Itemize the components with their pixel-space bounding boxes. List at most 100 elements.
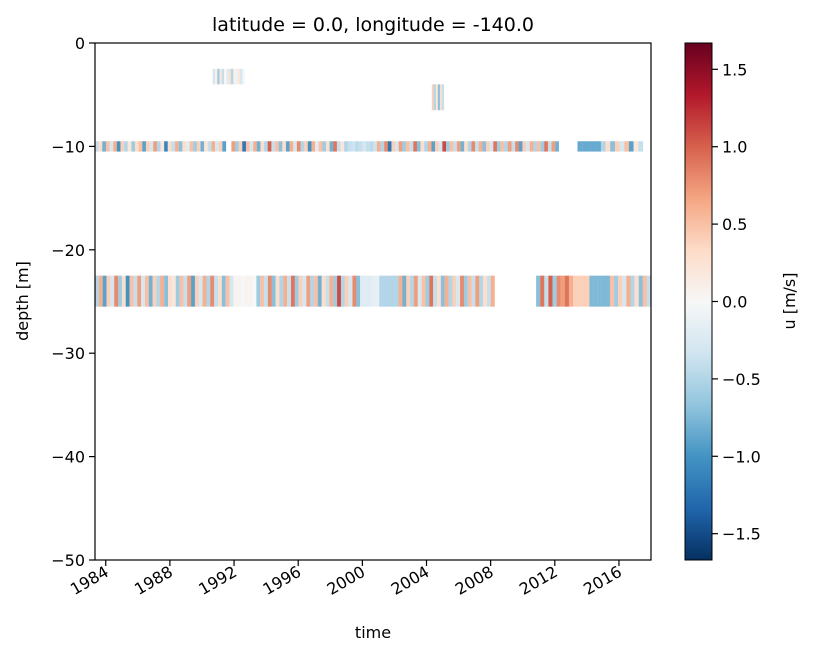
heatmap-cell bbox=[152, 275, 157, 307]
heatmap-cell bbox=[398, 275, 403, 307]
heatmap-cell bbox=[304, 141, 308, 152]
heatmap-cell bbox=[153, 141, 157, 152]
heatmap-cell bbox=[439, 84, 443, 111]
x-tick-label: 1996 bbox=[259, 562, 304, 599]
heatmap-cell bbox=[102, 275, 107, 307]
heatmap-cell bbox=[448, 275, 453, 307]
heatmap-cell bbox=[618, 275, 623, 307]
heatmap-cell bbox=[475, 275, 480, 307]
heatmap-cell bbox=[211, 141, 216, 152]
heatmap-cell bbox=[344, 141, 348, 152]
heatmap-cell bbox=[231, 68, 234, 85]
heatmap-cell bbox=[302, 275, 307, 307]
heatmap-cell bbox=[121, 275, 126, 307]
heatmap-cell bbox=[435, 84, 439, 111]
heatmap-cell bbox=[573, 275, 578, 307]
heatmap-cell bbox=[215, 141, 219, 152]
heatmap-cell bbox=[585, 275, 590, 307]
heatmap-cell bbox=[471, 141, 476, 152]
heatmap-cell bbox=[560, 275, 565, 307]
heatmap-cell bbox=[175, 141, 179, 152]
heatmap-cell bbox=[619, 141, 625, 152]
heatmap-cell bbox=[275, 275, 280, 307]
heatmap-cell bbox=[605, 275, 611, 307]
heatmap-cell bbox=[293, 141, 298, 152]
heatmap-cell bbox=[630, 275, 635, 307]
heatmap-cell bbox=[322, 141, 327, 152]
heatmap-cell bbox=[452, 275, 457, 307]
heatmap-cell bbox=[142, 141, 147, 152]
heatmap-cell bbox=[440, 275, 445, 307]
heatmap-cell bbox=[482, 141, 487, 152]
heatmap-cell bbox=[212, 68, 216, 85]
heatmap-cell bbox=[164, 141, 168, 152]
heatmap-cell bbox=[551, 141, 556, 152]
heatmap-cell bbox=[102, 141, 107, 152]
heatmap-cell bbox=[179, 275, 184, 307]
heatmap-cell bbox=[237, 68, 241, 85]
heatmap-cell bbox=[453, 141, 458, 152]
heatmap-cell bbox=[127, 141, 132, 152]
heatmap-cell bbox=[109, 141, 114, 152]
heatmap-cell bbox=[380, 141, 385, 152]
heatmap-cell bbox=[387, 275, 392, 307]
heatmap-cell bbox=[189, 141, 194, 152]
heatmap-cell bbox=[329, 141, 334, 152]
heatmap-cell bbox=[340, 275, 345, 307]
heatmap-cell bbox=[626, 275, 631, 307]
heatmap-cell bbox=[260, 141, 265, 152]
heatmap-cell bbox=[515, 141, 519, 152]
heatmap-cell bbox=[493, 141, 498, 152]
heatmap-cell bbox=[248, 275, 253, 307]
heatmap-cell bbox=[373, 141, 378, 152]
heatmap-cell bbox=[360, 275, 365, 307]
heatmap-cell bbox=[410, 275, 415, 307]
heatmap-cell bbox=[427, 141, 432, 152]
heatmap-cell bbox=[240, 68, 243, 85]
heatmap-cell bbox=[605, 141, 611, 152]
heatmap-cell bbox=[233, 68, 236, 85]
heatmap-cell bbox=[441, 84, 445, 111]
heatmap-cell bbox=[279, 275, 284, 307]
heatmap-cell bbox=[467, 275, 472, 307]
x-tick-label: 2008 bbox=[452, 562, 497, 599]
heatmap-cell bbox=[187, 275, 192, 307]
heatmap-cell bbox=[435, 141, 439, 152]
heatmap-cell bbox=[394, 275, 399, 307]
colorbar bbox=[684, 42, 713, 561]
heatmap-cell bbox=[264, 141, 268, 152]
y-axis-ticks: 0 −10 −20 −30 −40 −50 bbox=[51, 34, 95, 570]
heatmap-cell bbox=[340, 141, 345, 152]
heatmap-cell bbox=[475, 141, 479, 152]
heatmap-cell bbox=[116, 141, 121, 152]
heatmap-cell bbox=[200, 141, 205, 152]
heatmap-cell bbox=[456, 141, 461, 152]
heatmap-cell bbox=[628, 141, 634, 152]
heatmap-cell bbox=[351, 141, 356, 152]
heatmap-cell bbox=[500, 141, 505, 152]
heatmap-cell bbox=[235, 68, 239, 85]
heatmap-cell bbox=[464, 141, 468, 152]
heatmap-cell bbox=[449, 141, 454, 152]
heatmap-cell bbox=[264, 275, 269, 307]
heatmap-cell bbox=[600, 141, 606, 152]
heatmap-cell bbox=[633, 141, 639, 152]
heatmap-cell bbox=[421, 275, 426, 307]
heatmap-cell bbox=[365, 141, 370, 152]
heatmap-cell bbox=[429, 275, 434, 307]
heatmap-cell bbox=[496, 141, 501, 152]
colorbar-tick-label: −1.0 bbox=[722, 447, 761, 466]
y-tick-label: −10 bbox=[51, 137, 85, 156]
heatmap-cell bbox=[333, 275, 338, 307]
heatmap-cell bbox=[416, 141, 421, 152]
heatmap-cell bbox=[522, 141, 527, 152]
heatmap-cell bbox=[518, 141, 523, 152]
heatmap-cell bbox=[114, 275, 119, 307]
heatmap-cell bbox=[149, 141, 154, 152]
y-tick-label: −20 bbox=[51, 241, 85, 260]
heatmap-cell bbox=[133, 275, 138, 307]
heatmap-cell bbox=[581, 275, 586, 307]
heatmap-cell bbox=[479, 275, 484, 307]
heatmap-cell bbox=[552, 275, 557, 307]
heatmap-cell bbox=[118, 275, 123, 307]
